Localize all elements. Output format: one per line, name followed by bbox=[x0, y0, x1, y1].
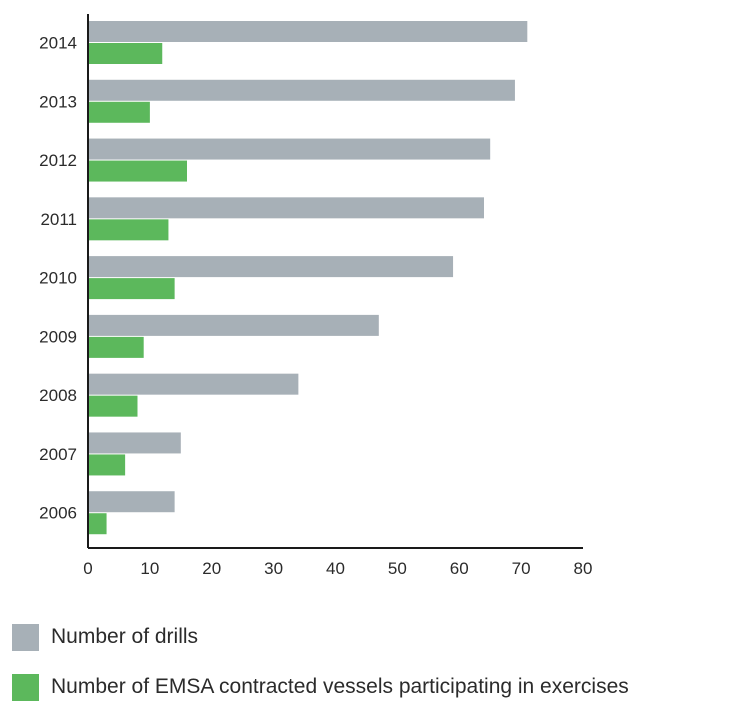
bar-vessels-2006 bbox=[88, 513, 107, 535]
legend-item-drills: Number of drills bbox=[12, 622, 629, 652]
bar-drills-2008 bbox=[88, 373, 299, 395]
legend: Number of drills Number of EMSA contract… bbox=[12, 622, 629, 722]
bar-drills-2012 bbox=[88, 138, 491, 160]
x-tick-label-20: 20 bbox=[202, 559, 221, 578]
y-tick-label-2010: 2010 bbox=[39, 269, 77, 288]
legend-item-vessels: Number of EMSA contracted vessels partic… bbox=[12, 672, 629, 702]
bar-drills-2011 bbox=[88, 197, 484, 219]
y-tick-label-2008: 2008 bbox=[39, 386, 77, 405]
bar-vessels-2010 bbox=[88, 278, 175, 300]
y-tick-labels: 2014 2013 2012 2011 2010 2009 2008 2007 2006 bbox=[39, 34, 77, 523]
bar-vessels-2008 bbox=[88, 395, 138, 417]
bars-group bbox=[88, 21, 528, 535]
x-tick-label-30: 30 bbox=[264, 559, 283, 578]
x-tick-label-80: 80 bbox=[574, 559, 593, 578]
bar-vessels-2007 bbox=[88, 454, 126, 476]
bar-drills-2006 bbox=[88, 491, 175, 513]
bar-drills-2010 bbox=[88, 256, 454, 278]
bar-vessels-2013 bbox=[88, 101, 150, 123]
legend-swatch-drills bbox=[12, 623, 39, 651]
x-tick-label-70: 70 bbox=[512, 559, 531, 578]
legend-label-drills: Number of drills bbox=[51, 625, 199, 648]
x-tick-label-0: 0 bbox=[83, 559, 92, 578]
x-tick-label-60: 60 bbox=[450, 559, 469, 578]
bar-drills-2009 bbox=[88, 314, 379, 336]
y-tick-label-2014: 2014 bbox=[39, 34, 77, 53]
y-tick-label-2007: 2007 bbox=[39, 445, 77, 464]
x-tick-label-50: 50 bbox=[388, 559, 407, 578]
y-tick-label-2006: 2006 bbox=[39, 504, 77, 523]
bar-vessels-2014 bbox=[88, 43, 163, 64]
bar-vessels-2012 bbox=[88, 160, 187, 182]
y-tick-label-2012: 2012 bbox=[39, 151, 77, 170]
x-tick-label-40: 40 bbox=[326, 559, 345, 578]
legend-swatch-vessels bbox=[12, 673, 39, 701]
y-tick-label-2011: 2011 bbox=[40, 210, 77, 229]
bar-drills-2014 bbox=[88, 21, 528, 42]
legend-label-vessels: Number of EMSA contracted vessels partic… bbox=[51, 675, 629, 698]
y-tick-label-2013: 2013 bbox=[39, 92, 77, 111]
bar-drills-2013 bbox=[88, 79, 515, 101]
x-tick-label-10: 10 bbox=[140, 559, 159, 578]
bar-vessels-2011 bbox=[88, 219, 169, 241]
bar-chart: 2014 2013 2012 2011 2010 2009 2008 2007 2006 0 10… bbox=[39, 14, 592, 578]
x-tick-labels: 0 10 20 30 40 50 60 70 80 bbox=[83, 559, 592, 578]
bar-drills-2007 bbox=[88, 432, 181, 454]
bar-vessels-2009 bbox=[88, 336, 144, 358]
y-tick-label-2009: 2009 bbox=[39, 327, 77, 346]
